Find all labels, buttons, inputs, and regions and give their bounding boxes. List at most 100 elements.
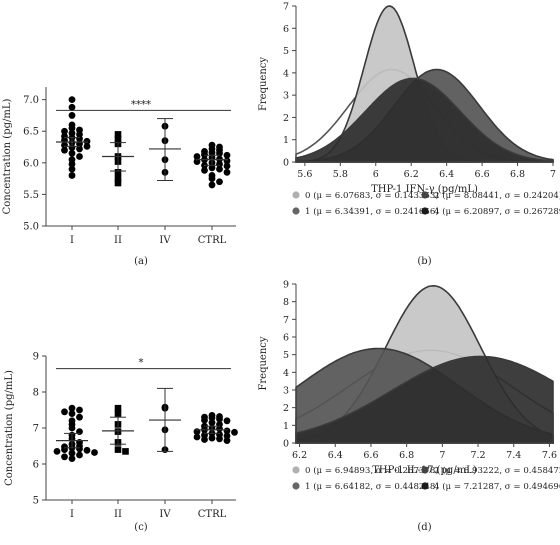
data-point xyxy=(223,417,231,425)
y-tick-label: 6 xyxy=(33,460,39,471)
y-tick-label: 5 xyxy=(283,350,289,361)
data-point xyxy=(76,145,83,153)
legend-marker-1 xyxy=(292,207,300,215)
significance-marker: **** xyxy=(131,99,151,110)
data-point xyxy=(83,446,91,454)
y-tick-label: 2 xyxy=(283,403,289,414)
legend-marker-0 xyxy=(292,191,300,199)
x-tick-label: 7.4 xyxy=(506,450,521,461)
y-tick-label: 1 xyxy=(283,421,289,432)
y-tick-label: 0 xyxy=(283,158,289,169)
x-tick-label: CTRL xyxy=(198,235,227,246)
data-point xyxy=(223,162,231,170)
y-tick-label: 4 xyxy=(283,68,289,79)
data-point xyxy=(61,146,68,154)
data-point xyxy=(223,151,231,159)
y-tick-label: 8 xyxy=(283,297,289,308)
data-point xyxy=(83,137,91,145)
data-point xyxy=(61,127,68,135)
legend-marker-1 xyxy=(292,482,300,490)
data-point-square xyxy=(114,404,122,412)
data-point xyxy=(201,167,208,174)
x-tick-label: 6.4 xyxy=(439,169,454,180)
data-point xyxy=(76,413,83,421)
data-point xyxy=(223,168,231,176)
y-tick-label: 7 xyxy=(283,315,289,326)
data-point-square xyxy=(114,446,122,453)
data-point-square xyxy=(114,168,122,176)
data-point xyxy=(216,155,223,163)
data-point xyxy=(223,432,231,440)
x-tick-label: 6.6 xyxy=(475,169,490,180)
data-point xyxy=(91,449,98,456)
data-point xyxy=(68,103,76,111)
y-tick-label: 9 xyxy=(283,280,289,291)
y-tick-label: 3 xyxy=(283,91,289,102)
y-axis-label: Frequency xyxy=(258,57,269,111)
x-tick-label: 6.2 xyxy=(404,169,419,180)
data-point xyxy=(208,181,216,189)
data-point-square xyxy=(122,448,129,455)
y-tick-label: 6.0 xyxy=(23,158,39,169)
x-tick-label: 6.8 xyxy=(399,450,414,461)
legend-entry: 1 (μ = 6.64182, σ = 0.448248) xyxy=(305,481,439,492)
significance-marker: * xyxy=(139,358,144,369)
y-tick-label: 6.5 xyxy=(23,127,39,138)
y-tick-label: 7 xyxy=(283,2,289,13)
data-point xyxy=(61,453,68,461)
data-point-square xyxy=(114,175,122,182)
x-tick-label: 6.8 xyxy=(510,169,525,180)
data-point xyxy=(68,124,76,132)
distribution-curve-3 xyxy=(295,77,554,163)
y-tick-label: 6 xyxy=(283,333,289,344)
data-point xyxy=(68,160,76,168)
y-tick-label: 2 xyxy=(283,113,289,124)
data-point-square xyxy=(114,135,122,143)
legend-entry: 0 (μ = 6.07683, σ = 0.143363) xyxy=(305,190,439,201)
data-point xyxy=(208,419,216,426)
panel-b-distribution-plot: 0 1 2 3 4 5 6 7 5.6 5.8 6 6.2 6.4 6.6 6.8 7 Frequency THP… xyxy=(258,2,560,268)
x-tick-label: 5.8 xyxy=(333,169,348,180)
y-tick-label: 6 xyxy=(283,24,289,35)
data-point xyxy=(61,446,68,453)
data-point xyxy=(216,415,223,423)
x-tick-label: 7.2 xyxy=(470,450,485,461)
data-point xyxy=(76,445,83,453)
data-point xyxy=(216,178,223,186)
data-point xyxy=(68,449,76,457)
x-axis-label: THP-1 IFN-γ (pg/mL) xyxy=(371,184,478,195)
x-tick-label: CTRL xyxy=(198,509,227,520)
y-axis-label: Concentration (pg/mL) xyxy=(4,370,15,486)
y-tick-label: 5.0 xyxy=(23,222,39,233)
data-point xyxy=(68,410,76,417)
x-tick-label: I xyxy=(70,509,74,520)
legend-entry: 1 (μ = 6.34391, σ = 0.241656) xyxy=(305,206,439,217)
x-tick-label: 6.6 xyxy=(363,450,378,461)
data-point xyxy=(76,451,83,459)
data-point xyxy=(223,427,231,435)
panel-label: (a) xyxy=(134,256,148,267)
panel-label: (b) xyxy=(417,256,431,267)
data-point-square xyxy=(114,131,122,138)
data-point xyxy=(76,153,83,160)
y-tick-label: 3 xyxy=(283,386,289,397)
x-tick-label: IV xyxy=(159,235,171,246)
data-point xyxy=(208,434,216,442)
data-point xyxy=(193,153,201,160)
y-tick-label: 1 xyxy=(283,135,289,146)
data-point xyxy=(201,151,208,159)
x-tick-label: IV xyxy=(159,509,171,520)
data-point xyxy=(208,149,216,157)
data-point xyxy=(68,404,76,412)
legend-entry: 4 (μ = 7.21287, σ = 0.494696) xyxy=(434,481,560,492)
legend-marker-3 xyxy=(421,482,429,490)
x-tick-label: 6 xyxy=(373,169,379,180)
distribution-curve-3 xyxy=(295,355,554,444)
data-point xyxy=(68,149,76,157)
data-point xyxy=(76,428,83,435)
y-axis-label: Concentration (pg/mL) xyxy=(2,99,13,215)
data-point xyxy=(201,436,208,443)
data-point xyxy=(208,175,216,183)
legend-marker-2 xyxy=(421,466,429,474)
